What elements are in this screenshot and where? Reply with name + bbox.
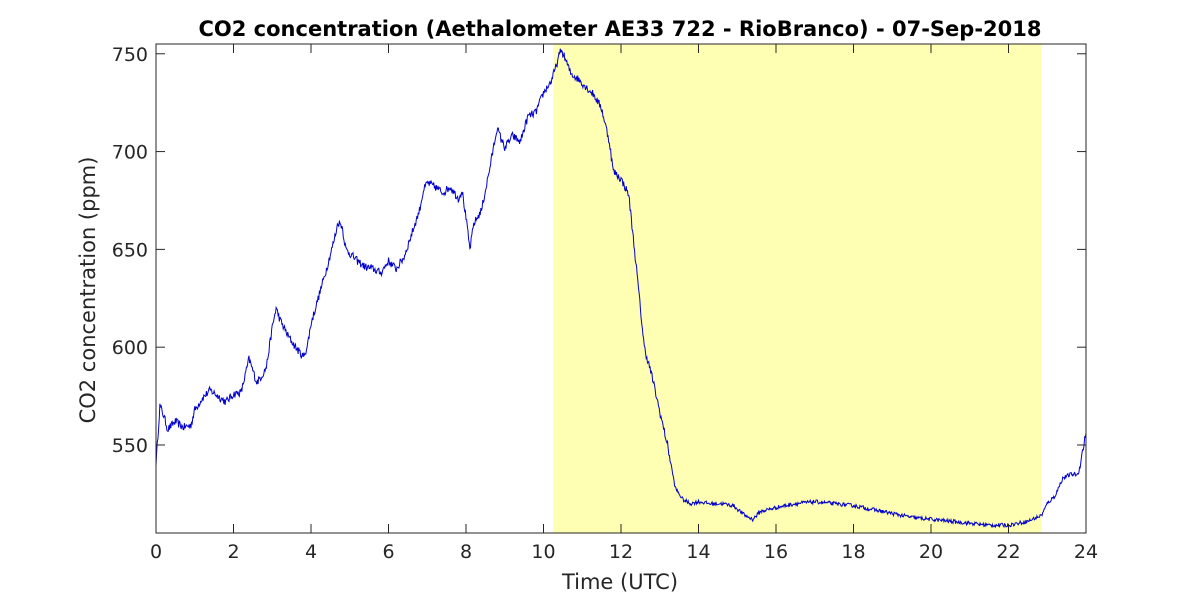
x-tick-label: 10 bbox=[531, 541, 555, 563]
x-tick-label: 22 bbox=[996, 541, 1020, 563]
x-tick-label: 6 bbox=[382, 541, 394, 563]
x-tick-label: 12 bbox=[609, 541, 633, 563]
x-tick-label: 4 bbox=[305, 541, 317, 563]
y-axis-label: CO2 concentration (ppm) bbox=[76, 157, 100, 424]
y-tick-label: 700 bbox=[112, 142, 148, 164]
x-tick-label: 0 bbox=[150, 541, 162, 563]
y-tick-label: 600 bbox=[112, 337, 148, 359]
highlight-band bbox=[553, 44, 1042, 533]
x-tick-label: 14 bbox=[686, 541, 710, 563]
x-tick-label: 16 bbox=[764, 541, 788, 563]
y-tick-label: 550 bbox=[112, 435, 148, 457]
y-tick-label: 750 bbox=[112, 44, 148, 66]
co2-series-line bbox=[155, 48, 1087, 529]
y-tick-label: 650 bbox=[112, 239, 148, 261]
x-axis-label: Time (UTC) bbox=[561, 570, 678, 594]
x-tick-label: 24 bbox=[1074, 541, 1098, 563]
chart-title: CO2 concentration (Aethalometer AE33 722… bbox=[199, 17, 1042, 41]
x-tick-label: 18 bbox=[841, 541, 865, 563]
x-tick-label: 2 bbox=[227, 541, 239, 563]
x-tick-label: 20 bbox=[919, 541, 943, 563]
x-tick-label: 8 bbox=[460, 541, 472, 563]
